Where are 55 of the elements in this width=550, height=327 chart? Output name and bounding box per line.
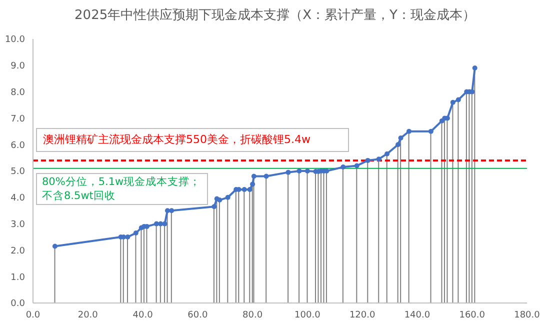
x-tick-label: 0.0 (26, 310, 40, 320)
point (217, 198, 222, 203)
point (251, 174, 256, 179)
x-tick-label: 140.0 (404, 310, 430, 320)
point (398, 136, 404, 140)
point (384, 151, 390, 156)
x-tick-label: 100.0 (294, 310, 321, 320)
point (472, 66, 478, 71)
point (247, 186, 252, 192)
point (286, 170, 291, 175)
point (376, 156, 382, 162)
point (354, 163, 360, 168)
y-tick-label: 9.0 (10, 62, 26, 72)
x-tick-label: 120.0 (349, 310, 376, 320)
point (396, 142, 401, 148)
y-tick-label: 5.0 (10, 167, 26, 178)
point (162, 221, 168, 226)
ref-line-label: 澳洲锂精矿主流现金成本支撑550美金，折碳酸锂5.4w (36, 128, 349, 152)
point (340, 164, 346, 170)
point (52, 244, 58, 249)
x-tick-label: 40.0 (132, 310, 154, 320)
x-tick-label: 160.0 (459, 310, 486, 320)
chart-title: 2025年中性供应预期下现金成本支撑（X：累计产量，Y：现金成本） (74, 7, 476, 24)
point (304, 168, 310, 174)
y-tick-label: 3.0 (10, 220, 26, 230)
y-tick-label: 6.0 (10, 140, 26, 151)
point (158, 221, 164, 226)
point (225, 194, 230, 200)
ref-line-label: 80%分位，5.1w现金成本支撑；不含8.5wt回收 (36, 173, 208, 206)
point (264, 174, 269, 179)
y-tick-label: 4.0 (10, 194, 26, 204)
y-tick-label: 10.0 (4, 35, 26, 46)
point (133, 230, 138, 236)
point (450, 100, 456, 105)
point (164, 208, 170, 214)
point (169, 208, 174, 214)
point (212, 204, 217, 210)
x-tick-label: 60.0 (188, 310, 208, 320)
y-tick-label: 2.0 (10, 246, 26, 256)
point (296, 168, 302, 174)
x-tick-label: 20.0 (78, 310, 98, 320)
y-tick-label: 7.0 (10, 114, 26, 124)
x-tick-label: 80.0 (242, 310, 263, 320)
point (250, 182, 256, 187)
point (125, 234, 130, 240)
point (406, 128, 412, 134)
x-tick-label: 180.0 (514, 310, 540, 320)
point (242, 186, 247, 192)
y-tick-label: 8.0 (10, 88, 26, 98)
y-tick-label: 0.0 (10, 299, 26, 310)
point (428, 128, 434, 134)
point (154, 221, 159, 226)
point (365, 158, 370, 163)
point (456, 97, 461, 102)
y-tick-label: 1.0 (10, 272, 26, 283)
